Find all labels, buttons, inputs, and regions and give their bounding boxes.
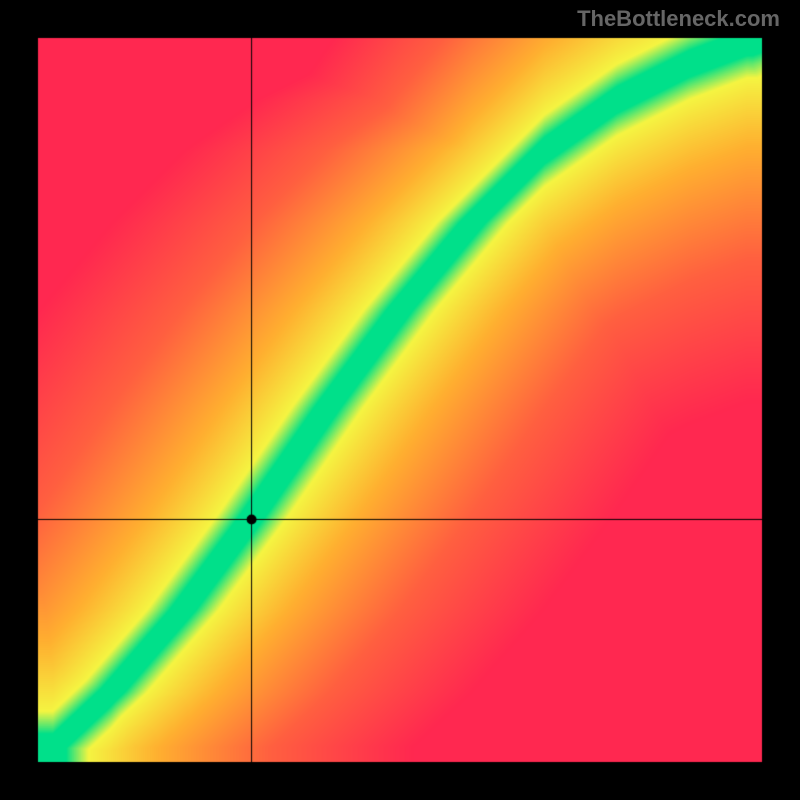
- watermark-text: TheBottleneck.com: [577, 6, 780, 32]
- chart-container: TheBottleneck.com: [0, 0, 800, 800]
- heatmap-canvas: [0, 0, 800, 800]
